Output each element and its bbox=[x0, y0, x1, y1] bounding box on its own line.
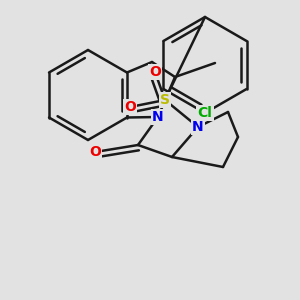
Text: S: S bbox=[160, 93, 170, 107]
Text: N: N bbox=[192, 120, 204, 134]
Text: O: O bbox=[89, 145, 101, 159]
Text: O: O bbox=[149, 65, 161, 79]
Text: N: N bbox=[152, 110, 164, 124]
Text: Cl: Cl bbox=[198, 106, 212, 120]
Text: O: O bbox=[124, 100, 136, 114]
